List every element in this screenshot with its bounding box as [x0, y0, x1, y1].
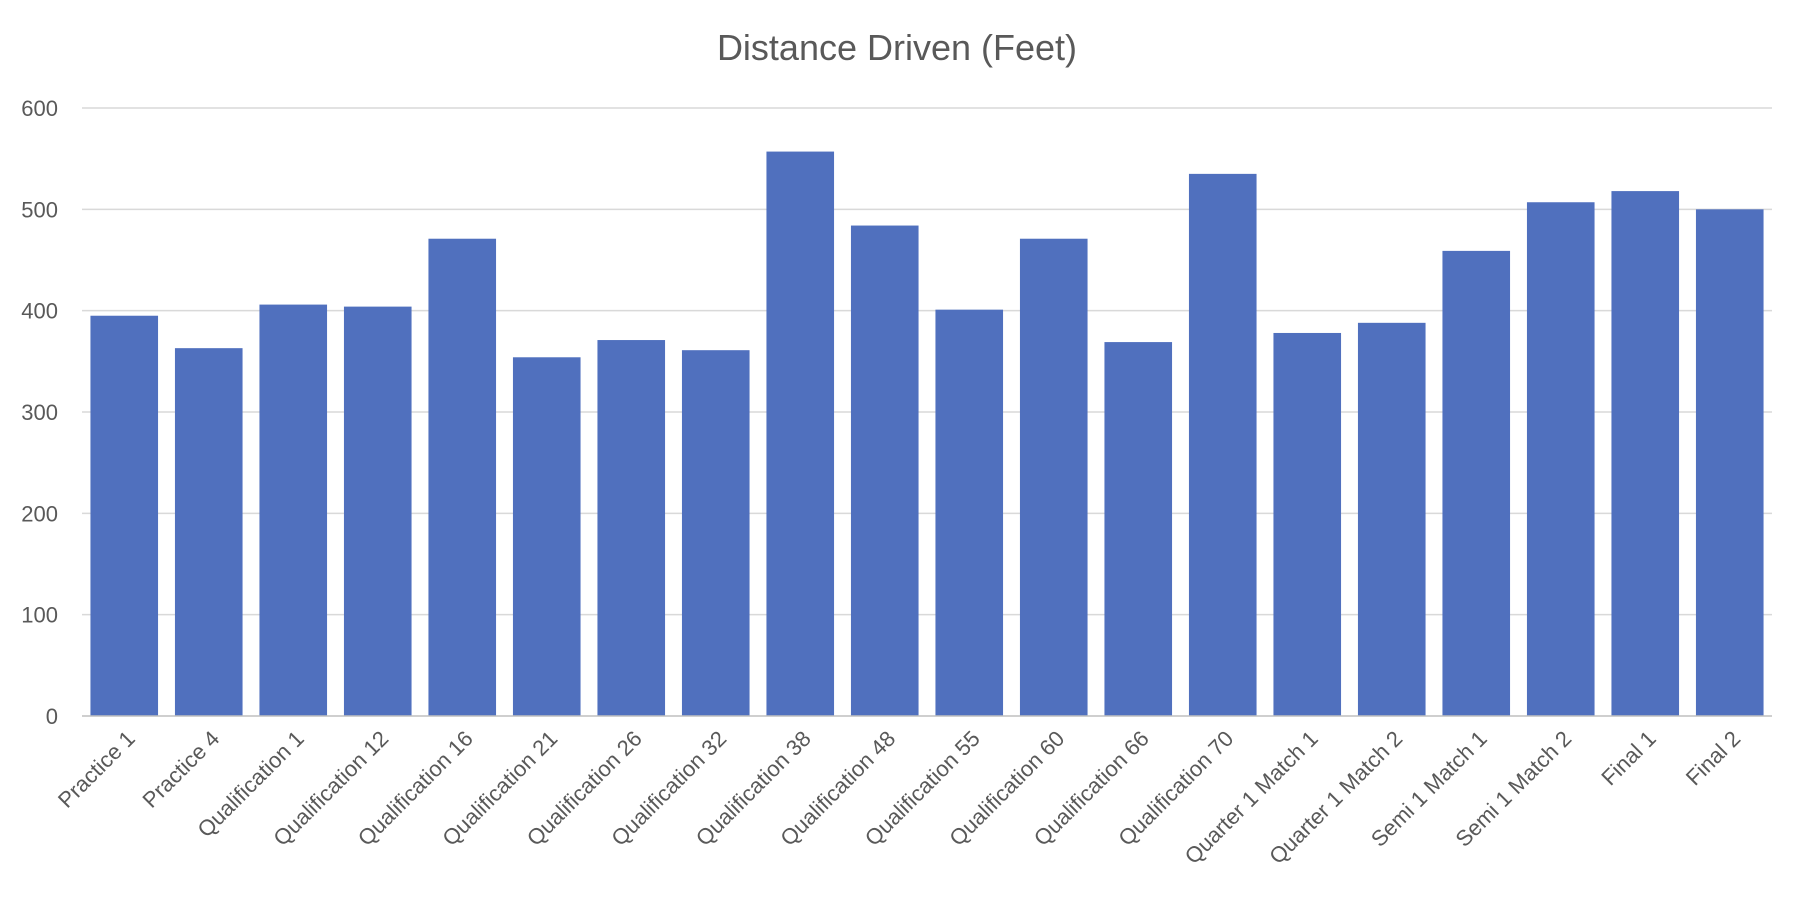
bar	[1104, 342, 1173, 716]
bar	[1526, 202, 1595, 717]
chart-title: Distance Driven (Feet)	[717, 27, 1077, 68]
bar	[850, 225, 919, 716]
bar	[1273, 332, 1342, 716]
bar	[597, 340, 666, 716]
x-tick-label: Practice 4	[137, 726, 224, 813]
y-tick-label: 300	[21, 400, 58, 425]
bar	[174, 348, 243, 716]
y-tick-label: 200	[21, 501, 58, 526]
y-axis-ticks: 0 100 200 300 400 500 600	[21, 96, 58, 729]
bar	[1019, 238, 1088, 716]
gridlines	[82, 107, 1772, 616]
y-tick-label: 0	[46, 704, 58, 729]
x-tick-label: Final 2	[1681, 726, 1745, 790]
x-tick-label: Practice 1	[53, 726, 140, 813]
bar	[90, 315, 159, 716]
y-tick-label: 600	[21, 96, 58, 121]
bar	[428, 238, 497, 716]
bar	[259, 304, 328, 716]
y-tick-label: 400	[21, 299, 58, 324]
bar	[1357, 322, 1426, 716]
y-tick-label: 500	[21, 197, 58, 222]
bar	[766, 151, 835, 716]
bar	[935, 309, 1004, 716]
bar	[681, 350, 750, 716]
bar	[1611, 191, 1680, 717]
bar	[1188, 173, 1257, 716]
bar	[512, 357, 581, 716]
bar	[343, 306, 412, 716]
x-tick-label: Final 1	[1596, 726, 1660, 790]
bar	[1442, 250, 1511, 716]
bars	[90, 151, 1764, 717]
y-tick-label: 100	[21, 603, 58, 628]
bar	[1695, 209, 1764, 717]
